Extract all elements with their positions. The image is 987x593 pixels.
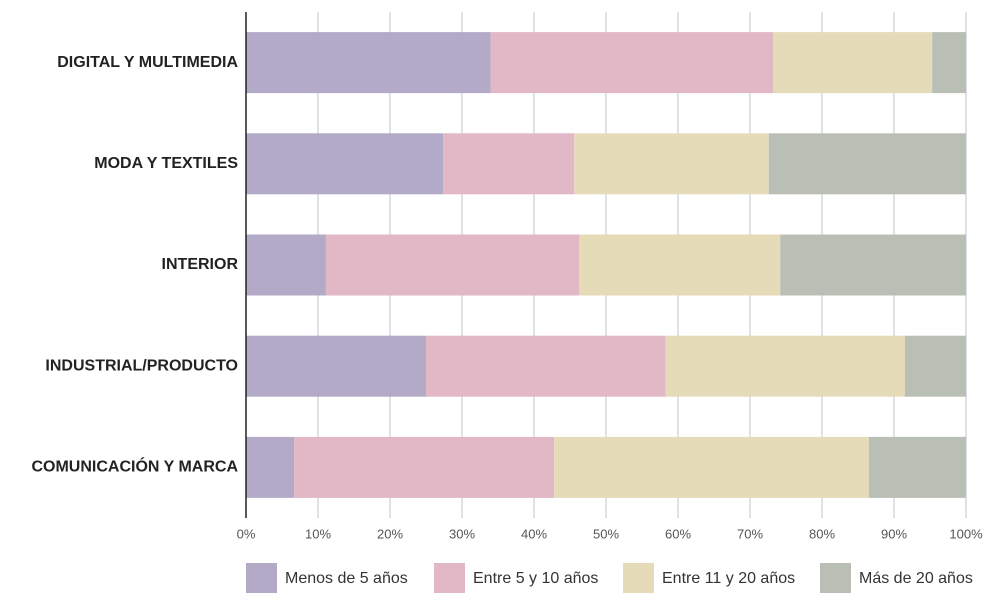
- x-tick-label: 10%: [305, 526, 331, 541]
- bar-segment: [554, 436, 869, 498]
- x-tick-label: 30%: [449, 526, 475, 541]
- bar-segment: [768, 133, 966, 195]
- bar-segment: [246, 32, 491, 94]
- x-tick-label: 50%: [593, 526, 619, 541]
- bar-segment: [246, 133, 444, 195]
- bar-segment: [490, 32, 774, 94]
- legend-swatch: [820, 563, 851, 593]
- bar-segment: [443, 133, 575, 195]
- legend-swatch: [246, 563, 277, 593]
- legend-label: Más de 20 años: [859, 570, 973, 587]
- legend-swatch: [623, 563, 654, 593]
- bar-segment: [246, 335, 426, 397]
- legend-label: Entre 5 y 10 años: [473, 570, 598, 587]
- legend-label: Menos de 5 años: [285, 570, 408, 587]
- x-tick-label: 80%: [809, 526, 835, 541]
- x-tick-label: 20%: [377, 526, 403, 541]
- category-label: MODA Y TEXTILES: [94, 155, 238, 172]
- category-label: INTERIOR: [162, 256, 239, 273]
- bar-segment: [780, 234, 966, 296]
- x-tick-label: 60%: [665, 526, 691, 541]
- legend-label: Entre 11 y 20 años: [662, 570, 795, 587]
- bar-segment: [868, 436, 966, 498]
- bar-segment: [773, 32, 933, 94]
- category-label: DIGITAL Y MULTIMEDIA: [57, 54, 238, 71]
- bar-segment: [246, 436, 295, 498]
- bar-segment: [246, 234, 326, 296]
- bar-segment: [665, 335, 905, 397]
- bar-segment: [932, 32, 966, 94]
- bar-segment: [426, 335, 666, 397]
- x-tick-label: 0%: [237, 526, 256, 541]
- category-label: COMUNICACIÓN Y MARCA: [31, 457, 238, 476]
- x-tick-label: 70%: [737, 526, 763, 541]
- x-tick-label: 40%: [521, 526, 547, 541]
- x-tick-label: 100%: [949, 526, 983, 541]
- x-tick-label: 90%: [881, 526, 907, 541]
- bar-segment: [574, 133, 769, 195]
- legend-swatch: [434, 563, 465, 593]
- category-label: INDUSTRIAL/PRODUCTO: [45, 357, 238, 374]
- bar-segment: [294, 436, 555, 498]
- bar-segment: [579, 234, 781, 296]
- bar-segment: [325, 234, 580, 296]
- bar-segment: [904, 335, 966, 397]
